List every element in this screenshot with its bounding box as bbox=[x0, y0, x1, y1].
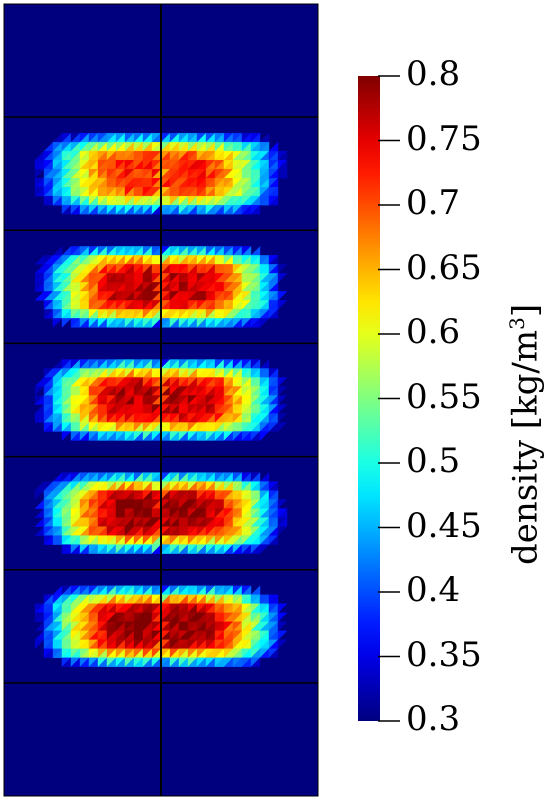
colorbar-tick-label: 0.3 bbox=[406, 699, 461, 739]
colorbar-tick-label: 0.45 bbox=[406, 505, 482, 546]
colorbar bbox=[358, 75, 400, 722]
field-frame bbox=[3, 3, 319, 797]
colorbar-gradient bbox=[358, 76, 380, 721]
colorbar-tick-label: 0.35 bbox=[406, 634, 482, 675]
density-blob bbox=[34, 472, 288, 555]
colorbar-tick-label: 0.65 bbox=[406, 247, 482, 288]
density-blob bbox=[34, 585, 288, 668]
colorbar-tick-label: 0.7 bbox=[406, 183, 461, 223]
density-blob bbox=[34, 359, 288, 441]
density-blob bbox=[34, 245, 288, 328]
colorbar-tick-label: 0.5 bbox=[406, 441, 461, 481]
colorbar-tick-label: 0.6 bbox=[406, 312, 461, 352]
colorbar-title: density [kg/m3] bbox=[505, 303, 546, 565]
colorbar-tick-label: 0.75 bbox=[406, 118, 482, 159]
colorbar-tick-label: 0.4 bbox=[406, 570, 461, 610]
colorbar-tick-label: 0.8 bbox=[406, 54, 461, 94]
colorbar-tick-label: 0.55 bbox=[406, 376, 482, 417]
density-blob bbox=[34, 132, 288, 215]
